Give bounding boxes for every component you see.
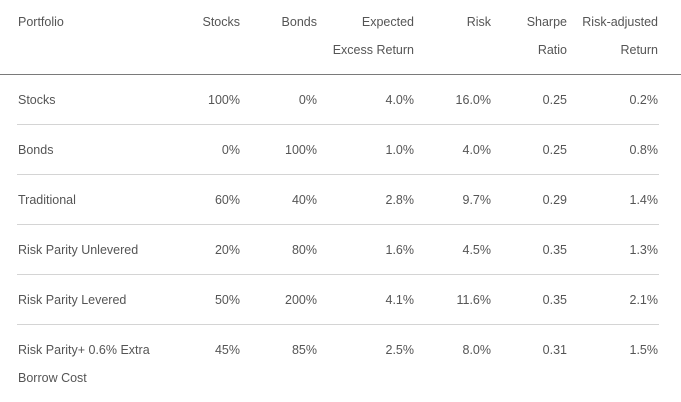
header-portfolio: Portfolio — [18, 15, 64, 29]
table-row: Risk Parity Levered 50% 200% 4.1% 11.6% … — [0, 286, 681, 325]
row-portfolio-name: Risk Parity Unlevered — [18, 243, 139, 257]
row-portfolio-name: Bonds — [18, 143, 54, 157]
table-header: Portfolio Stocks Bonds Expected Excess R… — [0, 0, 681, 75]
row-bonds: 0% — [298, 93, 317, 107]
row-sharpe: 0.35 — [542, 293, 567, 307]
header-bonds: Bonds — [281, 15, 317, 29]
row-risk: 16.0% — [455, 93, 491, 107]
table-row: Stocks 100% 0% 4.0% 16.0% 0.25 0.2% — [0, 86, 681, 125]
row-risk: 8.0% — [462, 343, 492, 357]
row-expected-return: 1.6% — [385, 243, 415, 257]
row-risk-adjusted-return: 0.8% — [629, 143, 659, 157]
row-sharpe: 0.31 — [542, 343, 567, 357]
row-stocks: 50% — [214, 293, 240, 307]
row-risk-adjusted-return: 0.2% — [629, 93, 659, 107]
row-portfolio-name: Traditional — [18, 193, 76, 207]
row-sharpe: 0.25 — [542, 143, 567, 157]
table-row: Traditional 60% 40% 2.8% 9.7% 0.29 1.4% — [0, 186, 681, 225]
row-portfolio-name: Risk Parity+ 0.6% Extra Borrow Cost — [18, 343, 150, 385]
row-portfolio-name: Stocks — [18, 93, 56, 107]
row-risk: 4.5% — [462, 243, 492, 257]
row-bonds: 200% — [285, 293, 317, 307]
row-sharpe: 0.35 — [542, 243, 567, 257]
header-risk: Risk — [466, 15, 491, 29]
row-stocks: 100% — [208, 93, 240, 107]
header-expected-excess-return: Expected Excess Return — [333, 8, 414, 64]
row-risk-adjusted-return: 1.4% — [629, 193, 659, 207]
row-expected-return: 1.0% — [385, 143, 415, 157]
row-sharpe: 0.29 — [542, 193, 567, 207]
row-risk: 9.7% — [462, 193, 492, 207]
header-sharpe-line1: Sharpe — [526, 15, 567, 29]
header-adjusted-line1: Risk-adjusted — [582, 15, 658, 29]
row-stocks: 20% — [214, 243, 240, 257]
row-risk-adjusted-return: 1.5% — [629, 343, 659, 357]
row-risk-adjusted-return: 1.3% — [629, 243, 659, 257]
row-stocks: 60% — [214, 193, 240, 207]
row-sharpe: 0.25 — [542, 93, 567, 107]
row-bonds: 40% — [291, 193, 317, 207]
row-expected-return: 2.5% — [385, 343, 415, 357]
header-expected-line2: Excess Return — [332, 43, 414, 57]
row-expected-return: 4.0% — [385, 93, 415, 107]
row-portfolio-name: Risk Parity Levered — [18, 293, 127, 307]
header-risk-adjusted-return: Risk-adjusted Return — [582, 8, 658, 64]
header-adjusted-line2: Return — [620, 43, 658, 57]
header-expected-line1: Expected — [361, 15, 414, 29]
row-risk: 4.0% — [462, 143, 492, 157]
table-row: Risk Parity+ 0.6% Extra Borrow Cost 45% … — [0, 336, 681, 396]
row-bonds: 100% — [285, 143, 317, 157]
header-stocks: Stocks — [202, 15, 240, 29]
row-risk-adjusted-return: 2.1% — [629, 293, 659, 307]
row-risk: 11.6% — [456, 293, 491, 307]
row-stocks: 45% — [214, 343, 240, 357]
row-stocks: 0% — [221, 143, 240, 157]
header-sharpe-line2: Ratio — [537, 43, 567, 57]
header-sharpe-ratio: Sharpe Ratio — [527, 8, 567, 64]
table-row: Bonds 0% 100% 1.0% 4.0% 0.25 0.8% — [0, 136, 681, 175]
row-expected-return: 4.1% — [385, 293, 415, 307]
row-bonds: 85% — [291, 343, 317, 357]
row-bonds: 80% — [291, 243, 317, 257]
table-row: Risk Parity Unlevered 20% 80% 1.6% 4.5% … — [0, 236, 681, 275]
row-expected-return: 2.8% — [385, 193, 415, 207]
